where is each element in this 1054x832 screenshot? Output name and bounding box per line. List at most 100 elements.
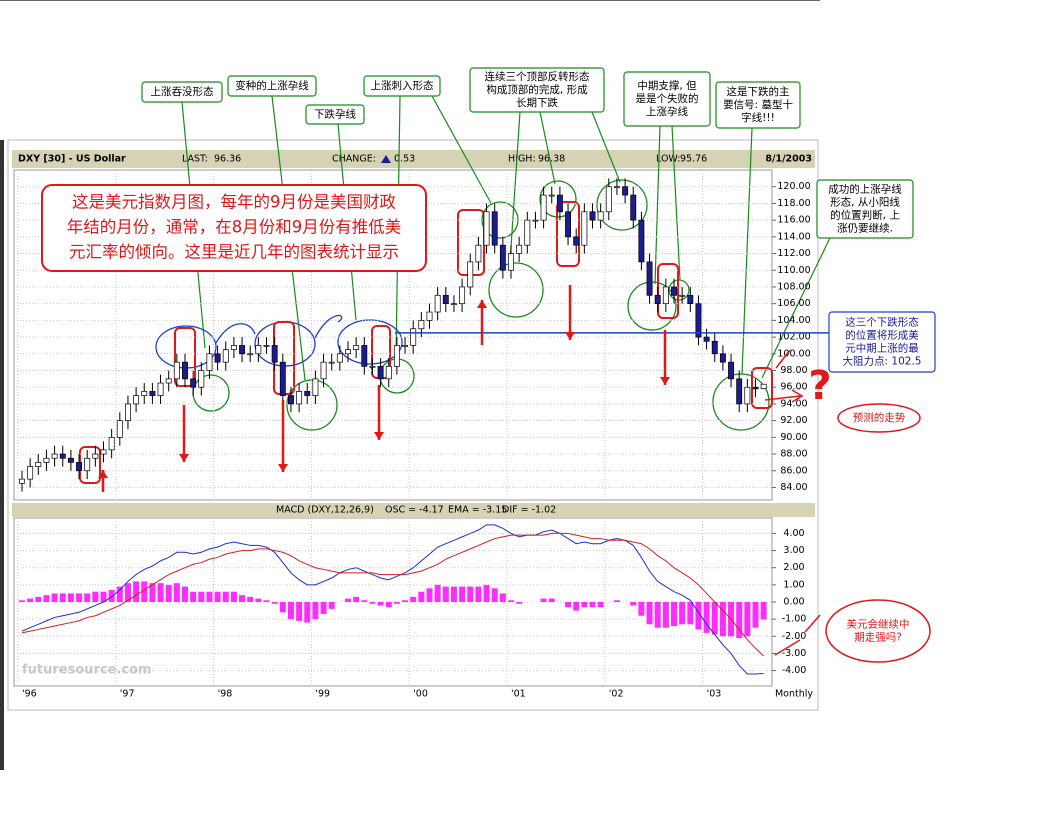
histogram-bar <box>719 602 726 637</box>
annotation-box <box>715 81 801 129</box>
y-tick-label: 3.00 <box>783 545 804 556</box>
annotation-text: 变种的上涨孕线 <box>235 79 309 92</box>
x-axis-label: Monthly <box>775 689 813 700</box>
annotation-text: 中期支撑, 但 <box>637 79 697 92</box>
candle-body <box>524 219 531 246</box>
candle-body <box>703 336 710 342</box>
annotation-text: 形态, 从小阳线 <box>830 196 900 209</box>
histogram-bar <box>385 602 392 608</box>
x-tick-label: '01 <box>511 689 526 700</box>
histogram-bar <box>76 593 83 602</box>
candle-body <box>165 378 172 384</box>
annotation-text: 要信号: 墓型十 <box>723 98 793 111</box>
candle-body <box>157 382 164 396</box>
legend-entry: EMA = -3.15 <box>448 505 507 516</box>
candle-body <box>671 286 677 296</box>
candle-body <box>279 361 286 396</box>
annotation-text: 元汇率的倾向。这里是近几年的图表统计显示 <box>69 243 399 262</box>
candle-body <box>589 211 596 221</box>
histogram-bar <box>328 602 335 609</box>
histogram-bar <box>654 602 661 628</box>
candle-body <box>100 449 107 455</box>
annotation-box <box>41 184 427 272</box>
histogram-bar <box>646 602 653 625</box>
candle-body <box>556 194 563 213</box>
y-tick-label: -2.00 <box>782 631 807 642</box>
annotation-text: 大阻力点: 102.5 <box>843 355 922 368</box>
y-tick-label: 98.00 <box>780 365 807 376</box>
histogram-bar <box>43 595 50 602</box>
candle-body <box>719 353 726 363</box>
histogram-bar <box>459 586 466 602</box>
annotation-text: 上涨吞没形态 <box>151 85 214 98</box>
annotation-text: 长期下跌 <box>516 96 558 109</box>
annotation-text: 成功的上涨孕线 <box>828 183 902 196</box>
y-tick-label: 104.00 <box>777 315 810 326</box>
candle-body <box>744 386 751 405</box>
histogram-bar <box>442 586 449 602</box>
candle-body <box>654 294 661 305</box>
annotation-text: 预测的走势 <box>853 411 906 424</box>
y-tick-label: 88.00 <box>780 449 807 460</box>
annotation-text: 连续三个顶部反转形态 <box>485 70 590 83</box>
histogram-bar <box>239 595 246 602</box>
header-bar <box>12 150 815 168</box>
candle-body <box>141 391 148 396</box>
histogram-bar <box>27 598 34 602</box>
histogram-bar <box>418 591 425 602</box>
stat-label: CHANGE: <box>332 154 376 165</box>
candle-body <box>312 378 319 396</box>
annotation-text: 美元会继续中 <box>847 618 910 631</box>
histogram-bar <box>247 596 254 602</box>
candle-body <box>451 303 457 306</box>
candle-body <box>475 244 482 263</box>
histogram-bar <box>116 586 123 602</box>
candle-body <box>728 361 735 380</box>
candle-body <box>230 345 237 350</box>
candle-body <box>214 353 221 363</box>
candle-body <box>361 345 368 367</box>
y-tick-label: 90.00 <box>780 432 807 443</box>
watermark: futuresource.com <box>22 663 152 678</box>
histogram-bar <box>133 581 140 602</box>
x-tick-label: '97 <box>120 689 135 700</box>
histogram-bar <box>516 602 523 604</box>
annotation-box <box>305 104 365 125</box>
annotation-box <box>816 179 914 239</box>
candle-body <box>296 391 303 405</box>
up-triangle <box>381 155 391 163</box>
stat-value: 95.76 <box>680 154 707 165</box>
histogram-bar <box>687 602 694 625</box>
line-series <box>21 524 764 675</box>
histogram-bar <box>393 602 400 604</box>
candle-body <box>182 361 188 380</box>
red-arrow-head <box>98 470 108 478</box>
annotation-text: 元中期上涨的最 <box>845 342 919 355</box>
histogram-bar <box>92 591 99 602</box>
candle-body <box>67 457 74 463</box>
candle-body <box>19 478 25 484</box>
candle-body <box>540 194 547 221</box>
candle-body <box>393 345 400 367</box>
histogram-bar <box>679 602 686 625</box>
histogram-bar <box>100 591 107 602</box>
candle-body <box>516 244 523 254</box>
annotation-text: 的位置判断, 上 <box>830 209 900 222</box>
y-tick-label: 110.00 <box>777 265 810 276</box>
annotation-box <box>469 67 605 113</box>
candle-body <box>548 194 555 197</box>
candle-body <box>336 353 343 363</box>
histogram-bar <box>426 588 433 602</box>
histogram-bar <box>165 584 172 602</box>
legend-entry: OSC = -4.17 <box>385 505 444 516</box>
red-arrow-head <box>278 464 288 472</box>
histogram-bar <box>410 596 417 602</box>
histogram-bar <box>499 593 506 602</box>
candle-body <box>687 294 694 305</box>
y-tick-label: 92.00 <box>780 415 807 426</box>
annotation-text: 涨仍要继续. <box>837 222 893 235</box>
candle-body <box>679 294 686 297</box>
histogram-bar <box>67 593 74 602</box>
candle-body <box>573 236 580 246</box>
candle-body <box>59 453 66 459</box>
